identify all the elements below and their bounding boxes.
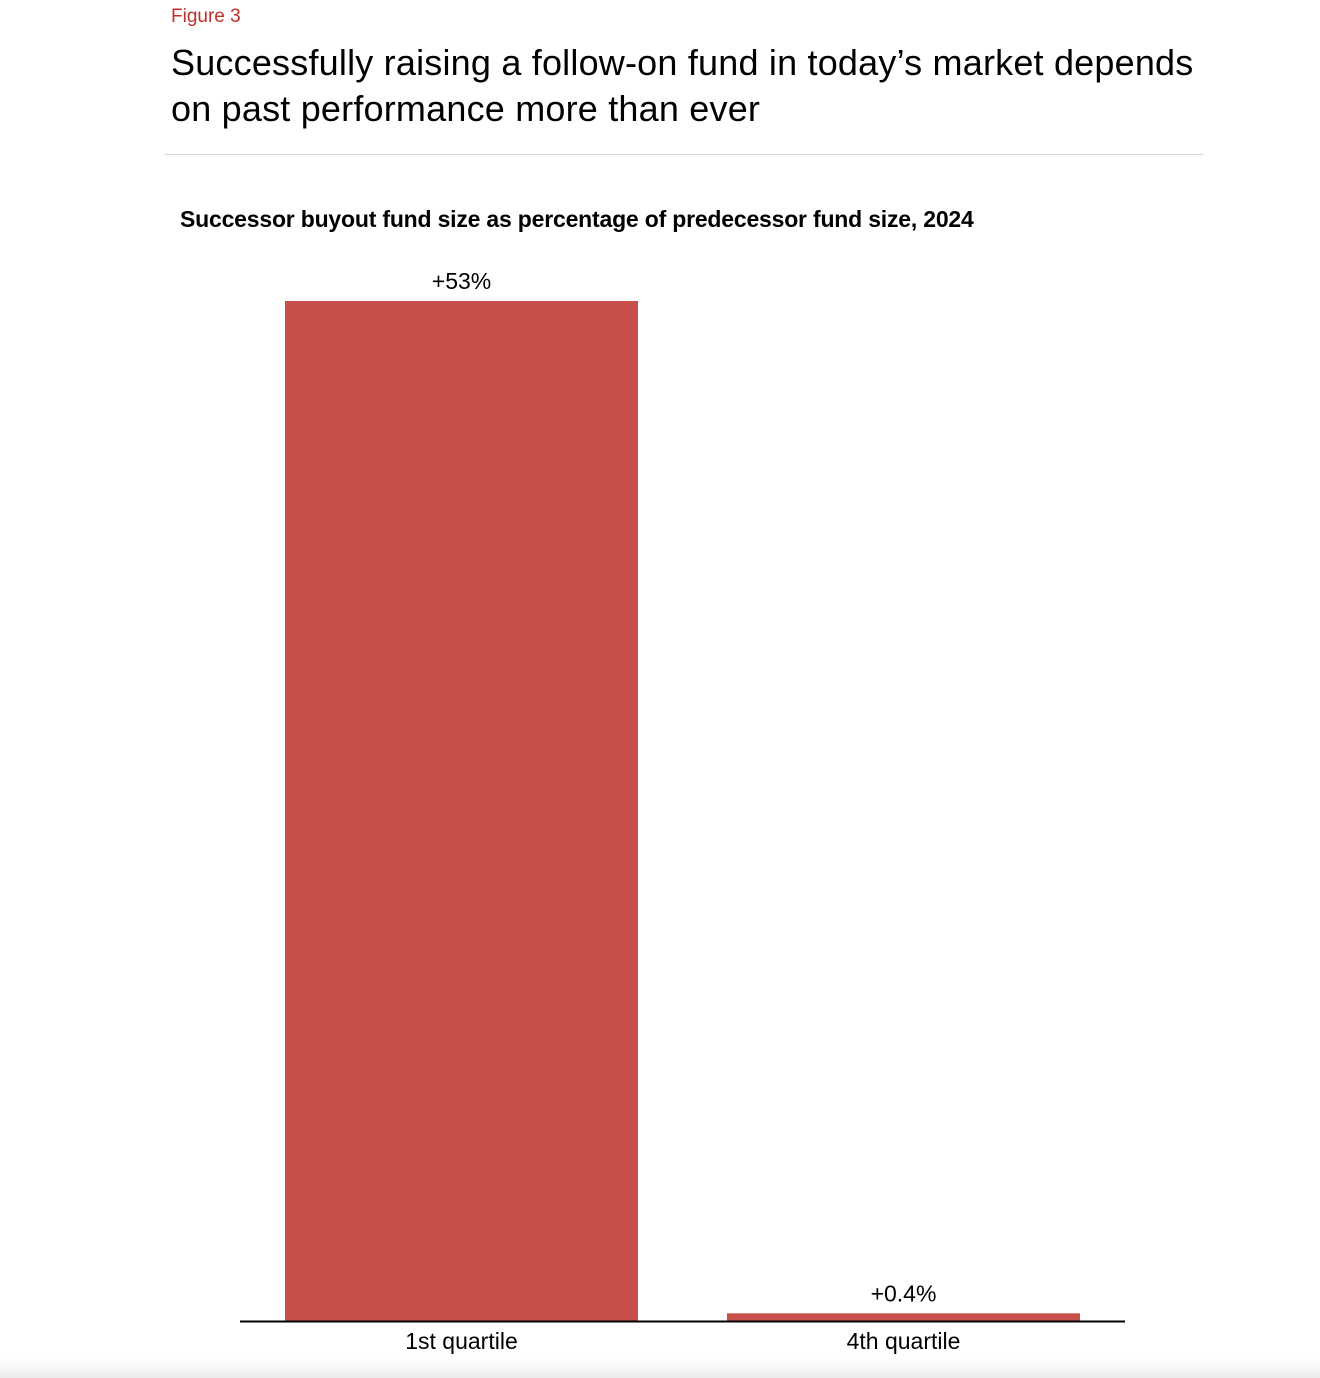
data-label-2: +0.4% [871, 1280, 937, 1306]
data-label-1: +53% [432, 268, 491, 294]
figure-label: Figure 3 [171, 6, 241, 27]
headline: Successfully raising a follow-on fund in… [171, 42, 1194, 129]
bar-2 [727, 1313, 1080, 1321]
chart-title: Successor buyout fund size as percentage… [180, 206, 974, 232]
bottom-fade [0, 1358, 1320, 1378]
header-divider [165, 154, 1203, 155]
category-label-2: 4th quartile [847, 1328, 961, 1354]
bar-1 [285, 301, 638, 1321]
category-label-1: 1st quartile [405, 1328, 518, 1354]
